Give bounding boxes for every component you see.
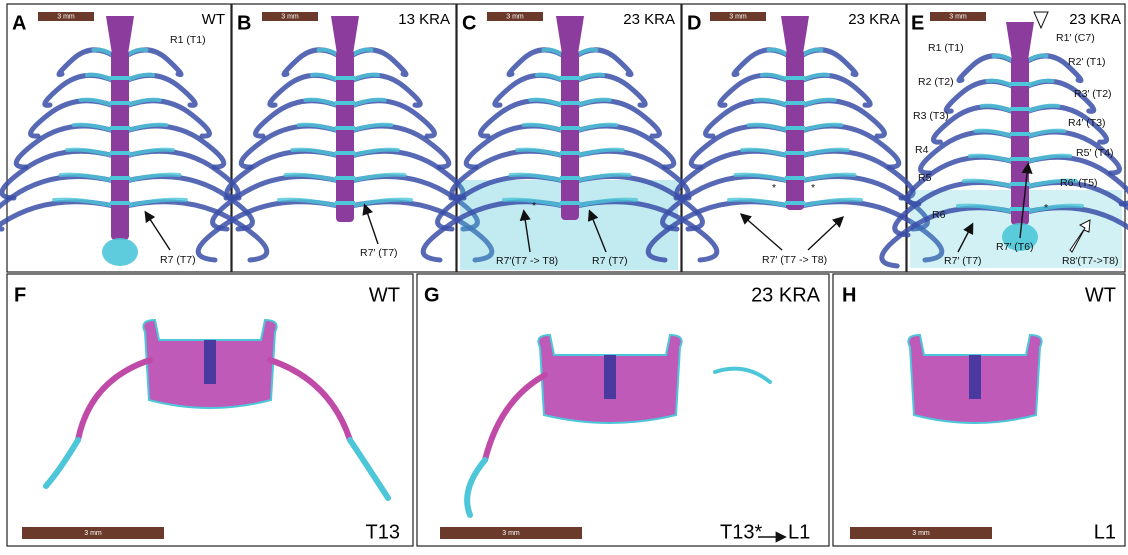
sternebra-joint — [110, 151, 130, 155]
rib-label: R7′ (T7) — [944, 255, 982, 267]
sternebra-joint — [335, 201, 355, 205]
sternebra-joint — [1010, 107, 1030, 111]
sternebra-joint — [1010, 82, 1030, 86]
rib-label: R3 (T3) — [913, 110, 949, 122]
sternebra-joint — [1010, 132, 1030, 136]
sternebra-joint — [785, 151, 805, 155]
rib-label: R1′ (C7) — [1056, 32, 1095, 44]
sternebra-joint — [785, 76, 805, 80]
panel-letter: A — [12, 12, 26, 34]
sternum — [336, 50, 354, 222]
spinous-process — [204, 340, 216, 384]
scale-bar-label: 3 mm — [729, 13, 747, 20]
spinous-process — [604, 355, 616, 399]
rib-label: R6′ (T5) — [1060, 177, 1098, 189]
rib-label: R7′(T7 -> T8) — [496, 255, 558, 267]
vertebra-label: T13* — [720, 521, 762, 543]
genotype: 13 KRA — [398, 11, 450, 28]
rib-label: R7′ (T6) — [996, 241, 1034, 253]
rib-label: R1 (T1) — [928, 42, 964, 54]
genotype: WT — [369, 284, 400, 306]
scale-bar-label: 3 mm — [84, 530, 102, 537]
rib-label: R2′ (T1) — [1068, 56, 1106, 68]
rib-label: R2 (T2) — [918, 76, 954, 88]
vertebra-label: L1 — [1094, 521, 1116, 543]
sternebra-joint — [785, 176, 805, 180]
scale-bar-label: 3 mm — [949, 13, 967, 20]
rib-label: R7 (T7) — [592, 255, 628, 267]
sternebra-joint — [335, 76, 355, 80]
asterisk: * — [811, 182, 815, 194]
rib-label: R1 (T1) — [170, 34, 206, 46]
rib-label: R6 — [932, 209, 946, 221]
sternebra-joint — [560, 101, 580, 105]
rib-label: R4′ (T3) — [1068, 117, 1106, 129]
scale-bar-label: 3 mm — [502, 530, 520, 537]
rib-label: R7′ (T7 -> T8) — [762, 254, 827, 266]
sternebra-joint — [335, 126, 355, 130]
rib-label: R4 — [915, 144, 929, 156]
sternebra-joint — [335, 101, 355, 105]
genotype: 23 KRA — [751, 284, 821, 306]
panel-letter: B — [237, 12, 251, 34]
genotype: 23 KRA — [1069, 11, 1121, 28]
spinous-process — [969, 355, 981, 399]
vertebra-label: T13 — [366, 521, 400, 543]
scale-bar-label: 3 mm — [57, 13, 75, 20]
sternebra-joint — [1010, 157, 1030, 161]
rib-label: R5 — [918, 172, 932, 184]
sternebra-joint — [110, 76, 130, 80]
sternebra-joint — [560, 151, 580, 155]
panel-letter: F — [14, 284, 26, 306]
sternebra-joint — [110, 126, 130, 130]
sternebra-joint — [560, 126, 580, 130]
sternum — [1011, 56, 1029, 225]
panel-letter: C — [462, 12, 476, 34]
sternebra-joint — [335, 151, 355, 155]
rib-label: R7 (T7) — [160, 254, 196, 266]
sternebra-joint — [1010, 207, 1030, 211]
scale-bar-label: 3 mm — [912, 530, 930, 537]
genotype: 23 KRA — [848, 11, 900, 28]
sternebra-joint — [110, 201, 130, 205]
vertebra-label: L1 — [788, 521, 810, 543]
scale-bar-label: 3 mm — [281, 13, 299, 20]
xiphoid — [102, 238, 138, 266]
sternebra-joint — [785, 101, 805, 105]
rib-label: R3′ (T2) — [1074, 88, 1112, 100]
asterisk: * — [532, 200, 536, 212]
genotype: 23 KRA — [623, 11, 675, 28]
sternebra-joint — [110, 101, 130, 105]
panel-letter: D — [687, 12, 701, 34]
rib-label: R8′(T7->T8) — [1062, 255, 1119, 267]
sternum — [561, 50, 579, 220]
asterisk: * — [772, 182, 776, 194]
scale-bar-label: 3 mm — [506, 13, 524, 20]
rib-label: R5′ (T4) — [1076, 147, 1114, 159]
genotype: WT — [1085, 284, 1116, 306]
sternebra-joint — [785, 126, 805, 130]
sternebra-joint — [560, 201, 580, 205]
asterisk: * — [1044, 202, 1048, 214]
sternebra-joint — [560, 176, 580, 180]
sternebra-joint — [560, 76, 580, 80]
sternebra-joint — [110, 176, 130, 180]
panel-letter: E — [911, 12, 924, 34]
figure: 3 mm 3 mm 3 mm 3 mm 3 mm 3 mm 3 mm 3 mm … — [0, 0, 1128, 550]
genotype: WT — [202, 11, 225, 28]
panel-letter: H — [842, 284, 856, 306]
sternebra-joint — [785, 201, 805, 205]
sternebra-joint — [1010, 182, 1030, 186]
rib-label: R7′ (T7) — [360, 247, 398, 259]
panel-letter: G — [424, 284, 440, 306]
sternebra-joint — [335, 176, 355, 180]
